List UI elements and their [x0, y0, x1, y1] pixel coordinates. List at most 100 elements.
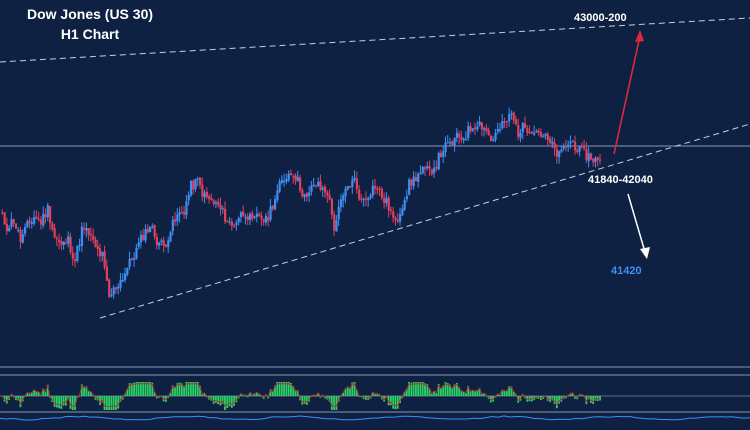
candle-body	[596, 156, 599, 160]
candle-body	[544, 133, 547, 136]
candle-body	[433, 167, 436, 174]
histogram-bar	[105, 396, 108, 410]
histogram-bar	[390, 396, 392, 406]
histogram-bar	[387, 396, 390, 406]
candle-body	[510, 113, 513, 115]
histogram-bar	[508, 386, 510, 396]
histogram-bar	[103, 396, 106, 410]
candle-body	[112, 287, 115, 295]
candle-body	[539, 132, 543, 137]
candle-body	[96, 246, 99, 250]
candle-body	[580, 146, 584, 148]
histogram-bar	[417, 382, 420, 396]
histogram-bar	[460, 390, 463, 396]
candle-body	[330, 198, 334, 215]
histogram-bar	[280, 382, 283, 396]
candle-body	[460, 136, 463, 140]
candle-body	[135, 247, 138, 259]
candle-body	[483, 128, 486, 131]
histogram-bar	[192, 382, 195, 396]
histogram-bar	[283, 382, 285, 396]
histogram-bar	[512, 391, 515, 396]
candle-body	[60, 241, 63, 245]
candle-body	[478, 121, 481, 126]
histogram-bar	[496, 394, 499, 396]
candle-body	[533, 132, 536, 135]
histogram-bar	[555, 396, 558, 409]
candle-body	[339, 199, 343, 207]
candle-body	[251, 213, 254, 219]
histogram-bar	[412, 382, 415, 396]
candle-body	[103, 251, 106, 268]
candle-body	[226, 221, 229, 223]
candle-body	[62, 241, 65, 246]
candle-body	[285, 179, 288, 182]
histogram-bar	[485, 395, 488, 397]
histogram-bar	[580, 395, 583, 397]
histogram-bar	[560, 396, 563, 402]
candle-body	[467, 126, 470, 139]
candle-body	[296, 176, 299, 181]
histogram-bar	[571, 393, 574, 396]
histogram-bar	[503, 390, 506, 396]
candle-body	[439, 152, 443, 157]
histogram-bar	[501, 389, 504, 396]
histogram-bar	[251, 395, 254, 396]
candle-body	[224, 208, 227, 222]
candle-body	[121, 279, 124, 282]
histogram-bar	[171, 385, 174, 396]
candle-body	[110, 294, 113, 297]
histogram-bar	[169, 392, 172, 396]
histogram-bar	[265, 395, 267, 397]
histogram-bar	[271, 391, 274, 396]
histogram-bar	[376, 394, 379, 396]
histogram-bar	[399, 396, 401, 404]
candle-body	[46, 205, 49, 218]
candle-body	[335, 220, 338, 232]
candle-body	[519, 132, 522, 138]
candle-body	[217, 201, 220, 206]
histogram-bar	[403, 392, 406, 396]
histogram-bar	[301, 396, 304, 405]
histogram-bar	[255, 392, 258, 396]
chart-subtitle: H1 Chart	[60, 26, 120, 42]
candle-body	[444, 142, 447, 152]
upper-trendline	[0, 17, 750, 63]
candle-body	[564, 146, 568, 148]
candle-body	[571, 140, 574, 143]
histogram-bar	[312, 395, 315, 397]
candle-body	[287, 173, 290, 181]
candle-body	[378, 188, 381, 190]
histogram-bar	[269, 389, 272, 396]
candle-body	[101, 252, 104, 256]
candle-body	[555, 148, 559, 157]
histogram-bar	[92, 395, 95, 396]
up-arrow-head	[635, 30, 644, 42]
histogram-bar	[37, 391, 40, 396]
candle-body	[21, 234, 24, 243]
candle-body	[389, 209, 393, 211]
histogram-bar	[528, 396, 531, 402]
histogram-bar	[140, 382, 142, 396]
candle-body	[371, 185, 374, 196]
upside-target-label: 43000-200	[574, 12, 627, 24]
candle-body	[351, 179, 354, 187]
histogram-bar	[405, 388, 408, 396]
histogram-bar	[478, 388, 481, 396]
histogram-bar	[458, 387, 460, 396]
histogram-bar	[394, 396, 397, 410]
candle-body	[126, 267, 129, 275]
histogram-bar	[194, 382, 197, 396]
candle-body	[167, 240, 170, 247]
histogram-bar	[212, 396, 215, 404]
histogram-bar	[185, 382, 188, 396]
histogram-bar	[553, 396, 556, 404]
candle-body	[258, 213, 261, 216]
candle-body	[253, 216, 256, 218]
histogram-bar	[392, 396, 395, 409]
histogram-bar	[228, 396, 231, 407]
histogram-bar	[342, 392, 345, 396]
histogram-bar	[424, 383, 426, 396]
candle-body	[144, 229, 147, 241]
histogram-bar	[215, 396, 217, 403]
